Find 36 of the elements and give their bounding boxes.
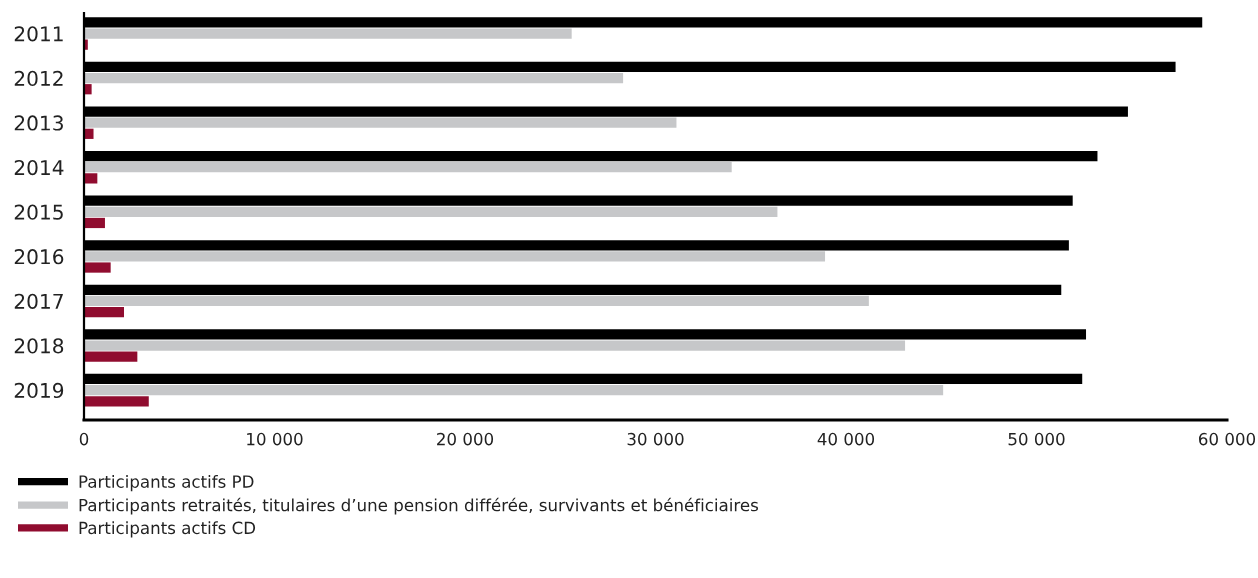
y-tick-label: 2013	[14, 115, 63, 131]
bar	[84, 84, 92, 95]
bar	[84, 295, 869, 307]
y-tick-label: 2017	[14, 293, 63, 309]
y-tick-label: 2014	[14, 159, 64, 176]
bar	[84, 117, 677, 128]
bar	[84, 72, 624, 84]
y-tick-label: 2012	[14, 70, 63, 87]
bar	[84, 340, 906, 351]
bar	[84, 251, 826, 262]
bar	[84, 217, 105, 229]
x-tick-label: 10 000	[247, 432, 303, 446]
bar	[84, 128, 94, 139]
y-tick-label: 2016	[14, 249, 64, 265]
bar	[84, 173, 98, 184]
bar	[84, 385, 944, 396]
x-tick-label: 50 000	[1008, 432, 1065, 446]
x-tick-label: 60 000	[1199, 432, 1256, 446]
y-tick-label: 2015	[14, 204, 63, 220]
x-tick-label: 40 000	[817, 432, 875, 446]
bar	[84, 306, 124, 318]
x-tick-label: 0	[79, 432, 89, 446]
legend-label: Participants actifs CD	[79, 521, 256, 538]
y-tick-label: 2018	[14, 338, 64, 354]
bar	[84, 396, 149, 407]
legend-label: Participants retraités, titulaires d’une pension différée, survivants et bénéficiaires	[79, 497, 758, 515]
bar	[84, 162, 732, 173]
x-tick-label: 30 000	[627, 432, 684, 446]
y-tick-label: 2019	[14, 382, 64, 399]
legend-label: Participants actifs PD	[79, 475, 254, 492]
bar	[84, 206, 778, 217]
y-tick-label: 2011	[14, 26, 63, 42]
bar	[84, 28, 572, 39]
bar	[84, 262, 111, 273]
bar	[84, 351, 138, 362]
x-tick-label: 20 000	[437, 432, 494, 446]
